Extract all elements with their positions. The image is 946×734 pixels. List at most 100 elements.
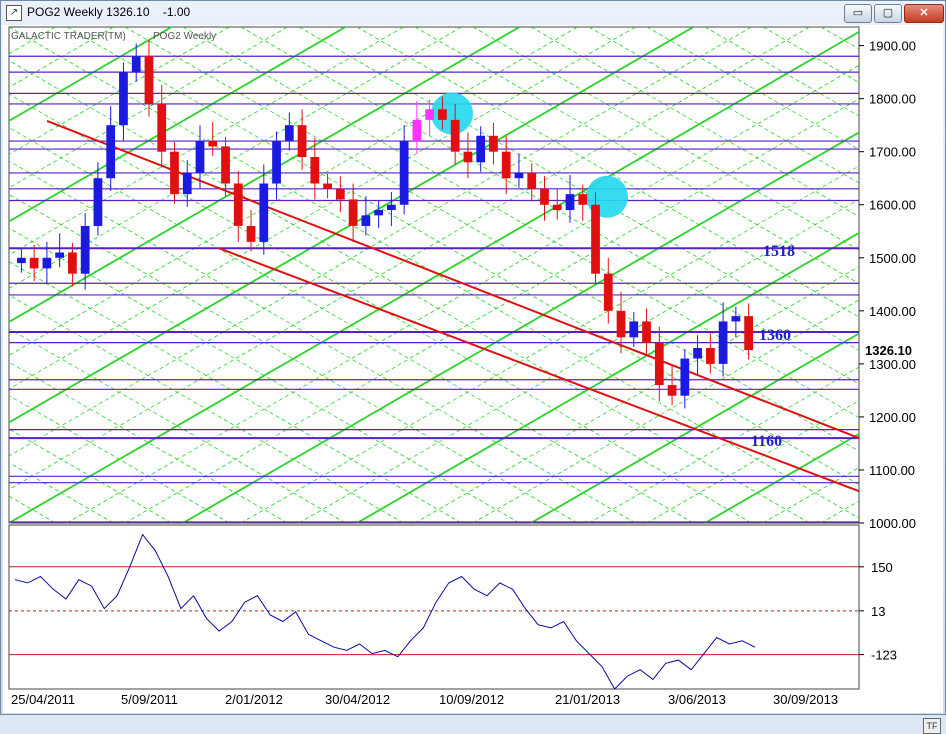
grid-diagonal-down — [182, 27, 859, 419]
grid-diagonal-down — [66, 27, 859, 486]
candle-body — [297, 125, 307, 157]
price-chart-svg[interactable]: 150 13 -123 1900.00 1800.00 1700.00 1600.00 15… — [3, 25, 943, 713]
candle-body — [170, 151, 179, 195]
timeframe-badge[interactable]: TF — [923, 718, 941, 734]
grid-diagonal-up — [9, 27, 463, 289]
grid-diagonal-down — [298, 27, 859, 352]
chart-app-icon[interactable]: ↗ — [6, 5, 22, 21]
grid-diagonal-down — [9, 93, 753, 523]
price-axis-label: 1000.00 — [869, 516, 916, 531]
date-axis-label: 30/09/2013 — [773, 692, 838, 707]
candle-body — [399, 141, 409, 205]
close-button[interactable]: ✕ — [904, 4, 944, 23]
grid-diagonal-up — [124, 98, 859, 523]
candle-body — [80, 225, 90, 274]
candle-body — [221, 146, 230, 184]
grid-diagonal-up — [9, 27, 174, 122]
last-price-label: 1326.10 — [865, 343, 912, 358]
price-axis-label: 1500.00 — [869, 251, 916, 266]
candle-body — [591, 204, 600, 274]
price-axis-label: 1800.00 — [869, 92, 916, 107]
candle-body — [361, 215, 371, 226]
candle-body — [616, 310, 626, 338]
candle-body — [476, 135, 486, 163]
candle-body — [463, 151, 473, 163]
restore-button[interactable]: ▢ — [874, 4, 902, 23]
grid-diagonal-down — [9, 261, 463, 523]
candle-body — [552, 204, 562, 211]
candle-body — [157, 103, 167, 152]
grid-diagonal-down — [356, 27, 859, 318]
provider-label: GALACTIC TRADER(TM) — [11, 31, 126, 42]
grid-diagonal-down — [937, 27, 943, 547]
date-axis-label: 21/01/2013 — [555, 692, 620, 707]
date-axis-label: 5/09/2011 — [121, 692, 178, 707]
price-panel — [8, 25, 943, 547]
candle-body — [246, 225, 256, 242]
grid-diagonal-down — [9, 194, 579, 523]
candle-body — [540, 188, 549, 205]
candle-body — [374, 210, 383, 216]
candle-body — [272, 141, 281, 184]
chart-area[interactable]: 150 13 -123 1900.00 1800.00 1700.00 1600.00 15… — [3, 25, 943, 734]
candle-body — [348, 199, 358, 226]
osc-axis-label: 13 — [871, 604, 885, 619]
grid-diagonal-up — [9, 30, 859, 523]
upper-trendline — [46, 119, 859, 440]
candle-body — [501, 151, 511, 179]
candle-body — [693, 347, 702, 359]
lower-trendline — [218, 247, 859, 493]
grid-diagonal-up — [937, 25, 943, 523]
candle-body — [667, 385, 677, 396]
oscillator-panel: 150 13 -123 — [8, 524, 897, 690]
grid-diagonal-down — [9, 60, 811, 523]
grid-diagonal-up — [9, 27, 753, 457]
grid-diagonal-up — [9, 27, 522, 323]
symbol-label: POG2 Weekly — [153, 31, 216, 42]
candle-body — [718, 321, 728, 364]
price-axis-label: 1700.00 — [869, 145, 916, 160]
grid-diagonal-up — [9, 27, 579, 356]
candle-body — [387, 204, 396, 211]
title-bar[interactable]: ↗ POG2 Weekly 1326.10 -1.00 ▭ ▢ ✕ — [1, 1, 945, 25]
grid-diagonal-down — [240, 27, 859, 385]
candle-body — [578, 194, 588, 205]
candle-body — [106, 125, 116, 179]
osc-axis-label: -123 — [871, 648, 897, 663]
candle-body — [68, 252, 77, 274]
date-axis-label: 10/09/2012 — [439, 692, 504, 707]
candle-body — [233, 183, 243, 226]
candle-body — [514, 172, 524, 179]
grid-diagonal-up — [298, 198, 859, 523]
candle-body — [680, 358, 690, 396]
price-axis-label: 1100.00 — [869, 463, 915, 478]
oscillator-line — [14, 533, 756, 690]
grid-diagonal-down — [9, 160, 637, 523]
price-axis-label: 1300.00 — [869, 357, 916, 372]
grid-diagonal-up — [9, 27, 348, 223]
candle-body — [450, 119, 460, 152]
level-annotation-1360: 1360 — [759, 327, 791, 344]
candle-body — [17, 257, 26, 264]
price-axis-label: 1600.00 — [869, 198, 916, 213]
grid-diagonal-up — [240, 165, 859, 523]
candle-body — [527, 172, 537, 189]
candle-body — [412, 119, 422, 142]
grid-diagonal-up — [182, 131, 859, 523]
date-axis-label: 2/01/2012 — [225, 692, 283, 707]
candle-body — [425, 109, 435, 120]
candle-body — [629, 321, 639, 338]
window-change-text: -1.00 — [162, 5, 191, 19]
candle-body — [42, 257, 52, 269]
candle-body — [438, 109, 447, 120]
grid-diagonal-up — [66, 64, 859, 523]
minimize-button[interactable]: ▭ — [844, 4, 872, 23]
price-axis-label: 1200.00 — [869, 410, 916, 425]
window-title: POG2 Weekly 1326.10 -1.00 — [27, 5, 190, 19]
grid-diagonal-up — [530, 332, 859, 523]
candle-body — [144, 56, 154, 104]
osc-axis-label: 150 — [871, 560, 893, 575]
date-axis-label: 25/04/2011 — [11, 692, 75, 707]
candle-body — [565, 194, 575, 211]
